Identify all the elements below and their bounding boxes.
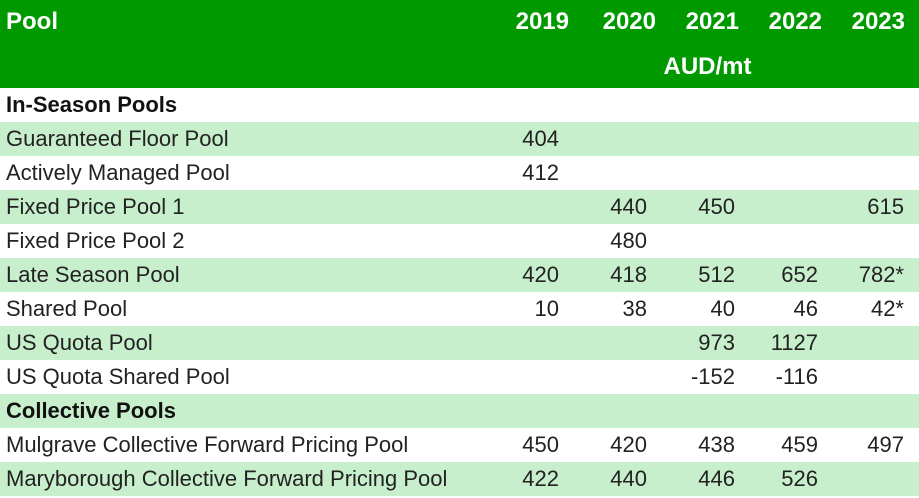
price-cell-2020: 418 [610,262,647,287]
price-cell-2022: -116 [775,364,818,389]
table-row: Maryborough Collective Forward Pricing P… [0,462,919,496]
price-cell-2022: 652 [781,262,818,287]
price-cell-2023: 42* [870,296,904,321]
pool-name: Maryborough Collective Forward Pricing P… [6,466,448,491]
table-row: Guaranteed Floor Pool 404 [0,122,919,156]
price-cell-2023: 497 [867,432,904,457]
year-header-2023: 2023 [851,8,905,35]
section-header-row: Collective Pools [0,394,919,428]
table-row: Fixed Price Pool 1 440 450 615 [0,190,919,224]
price-cell-2019: 422 [522,466,559,491]
price-cell-2021: -152 [690,364,735,389]
table-row: Shared Pool 10 38 40 46 42* [0,292,919,326]
price-cell-2020: 38 [622,296,647,321]
table-row: Fixed Price Pool 2 480 [0,224,919,258]
price-cell-2020: 440 [610,194,647,219]
pool-name: Shared Pool [6,296,128,321]
price-cell-2023: 615 [867,194,904,219]
table-row: Late Season Pool 420 418 512 652 782* [0,258,919,292]
pool-name: Late Season Pool [6,262,180,287]
price-cell-2019: 450 [522,432,559,457]
price-cell-2020: 480 [610,228,647,253]
year-header-2021: 2021 [685,8,739,35]
year-header-2020: 2020 [602,8,656,35]
price-cell-2019: 404 [522,126,559,151]
table-header: Pool 2019 2020 2021 2022 2023 AUD/mt [0,0,919,88]
price-cell-2021: 450 [698,194,735,219]
pool-name: Fixed Price Pool 2 [6,228,185,253]
year-header-2022: 2022 [768,8,822,35]
table-row: Mulgrave Collective Forward Pricing Pool… [0,428,919,462]
table-row: Actively Managed Pool 412 [0,156,919,190]
pool-column-header: Pool [6,8,58,35]
pool-name: Fixed Price Pool 1 [6,194,185,219]
price-cell-2020: 440 [610,466,647,491]
table-row: US Quota Shared Pool -152 -116 [0,360,919,394]
section-header-row: In-Season Pools [0,88,919,122]
pool-name: Guaranteed Floor Pool [6,126,229,151]
price-cell-2022: 459 [781,432,818,457]
pool-name: Actively Managed Pool [6,160,230,185]
unit-label: AUD/mt [663,53,752,80]
pool-name: Mulgrave Collective Forward Pricing Pool [6,432,409,457]
table-body: In-Season Pools Guaranteed Floor Pool 404 A… [0,88,919,496]
table-row: US Quota Pool 973 1127 [0,326,919,360]
price-cell-2019: 420 [522,262,559,287]
price-cell-2019: 412 [522,160,559,185]
price-cell-2021: 40 [710,296,735,321]
price-cell-2020: 420 [610,432,647,457]
price-cell-2021: 438 [698,432,735,457]
pool-name: US Quota Shared Pool [6,364,230,389]
price-cell-2019: 10 [534,296,559,321]
pool-name: US Quota Pool [6,330,153,355]
price-cell-2023: 782* [858,262,904,287]
price-cell-2022: 1127 [770,330,818,355]
section-label: In-Season Pools [6,92,178,117]
year-header-2019: 2019 [515,8,569,35]
price-cell-2022: 46 [793,296,818,321]
price-cell-2022: 526 [781,466,818,491]
price-cell-2021: 973 [698,330,735,355]
price-cell-2021: 512 [698,262,735,287]
price-cell-2021: 446 [698,466,735,491]
section-label: Collective Pools [6,398,176,423]
